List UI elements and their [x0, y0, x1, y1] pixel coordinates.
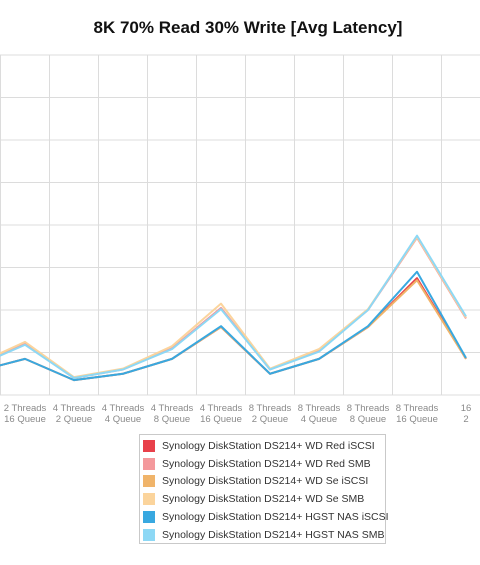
- legend-swatch: [143, 439, 155, 452]
- legend-item[interactable]: Synology DiskStation DS214+ WD Red iSCSI: [143, 437, 385, 455]
- legend-swatch: [143, 475, 155, 488]
- legend-item[interactable]: Synology DiskStation DS214+ WD Se iSCSI: [143, 473, 385, 491]
- legend-item[interactable]: Synology DiskStation DS214+ WD Red SMB: [143, 455, 385, 473]
- x-tick-label: 4 Threads 2 Queue: [53, 403, 96, 425]
- series-line: [0, 235, 467, 379]
- x-tick-label: 8 Threads 2 Queue: [249, 403, 292, 425]
- series-line: [0, 234, 467, 379]
- x-tick-label: 8 Threads 16 Queue: [396, 403, 439, 425]
- legend-item[interactable]: Synology DiskStation DS214+ WD Se SMB: [143, 490, 385, 508]
- legend-label: Synology DiskStation DS214+ WD Red SMB: [162, 457, 371, 470]
- grid-lines: [0, 54, 480, 396]
- x-tick-label: 2 Threads 16 Queue: [4, 403, 47, 425]
- legend-label: Synology DiskStation DS214+ WD Se iSCSI: [162, 475, 369, 488]
- series-line: [0, 277, 467, 382]
- legend-item[interactable]: Synology DiskStation DS214+ HGST NAS SMB: [143, 526, 385, 544]
- legend-label: Synology DiskStation DS214+ HGST NAS SMB: [162, 528, 385, 541]
- legend-label: Synology DiskStation DS214+ WD Red iSCSI: [162, 439, 375, 452]
- series-line: [0, 270, 467, 382]
- legend-swatch: [143, 528, 155, 541]
- x-tick-label: 4 Threads 8 Queue: [151, 403, 194, 425]
- legend-swatch: [143, 493, 155, 506]
- legend-label: Synology DiskStation DS214+ WD Se SMB: [162, 493, 365, 506]
- legend-label: Synology DiskStation DS214+ HGST NAS iSC…: [162, 511, 389, 524]
- x-tick-label: 16 2: [461, 403, 472, 425]
- series-line: [0, 236, 467, 379]
- legend-swatch: [143, 457, 155, 470]
- legend-item[interactable]: Synology DiskStation DS214+ HGST NAS iSC…: [143, 508, 389, 526]
- x-tick-label: 8 Threads 4 Queue: [298, 403, 341, 425]
- x-tick-label: 8 Threads 8 Queue: [347, 403, 390, 425]
- x-tick-label: 4 Threads 16 Queue: [200, 403, 243, 425]
- chart-title: 8K 70% Read 30% Write [Avg Latency]: [93, 18, 403, 37]
- legend: Synology DiskStation DS214+ WD Red iSCSI…: [139, 434, 389, 544]
- legend-swatch: [143, 511, 155, 524]
- x-tick-label: 4 Threads 4 Queue: [102, 403, 145, 425]
- series-lines: [0, 234, 467, 382]
